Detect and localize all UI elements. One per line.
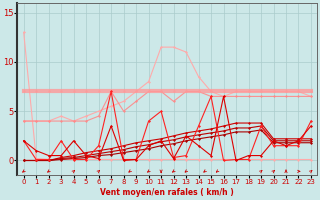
X-axis label: Vent moyen/en rafales ( km/h ): Vent moyen/en rafales ( km/h ) [100, 188, 234, 197]
